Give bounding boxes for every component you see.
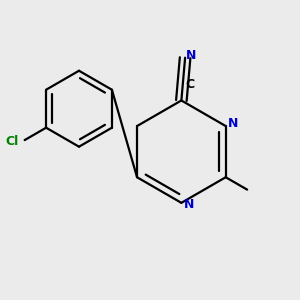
Text: Cl: Cl xyxy=(5,135,19,148)
Text: N: N xyxy=(228,117,238,130)
Text: C: C xyxy=(186,77,195,91)
Text: N: N xyxy=(184,198,194,211)
Text: N: N xyxy=(186,49,196,62)
